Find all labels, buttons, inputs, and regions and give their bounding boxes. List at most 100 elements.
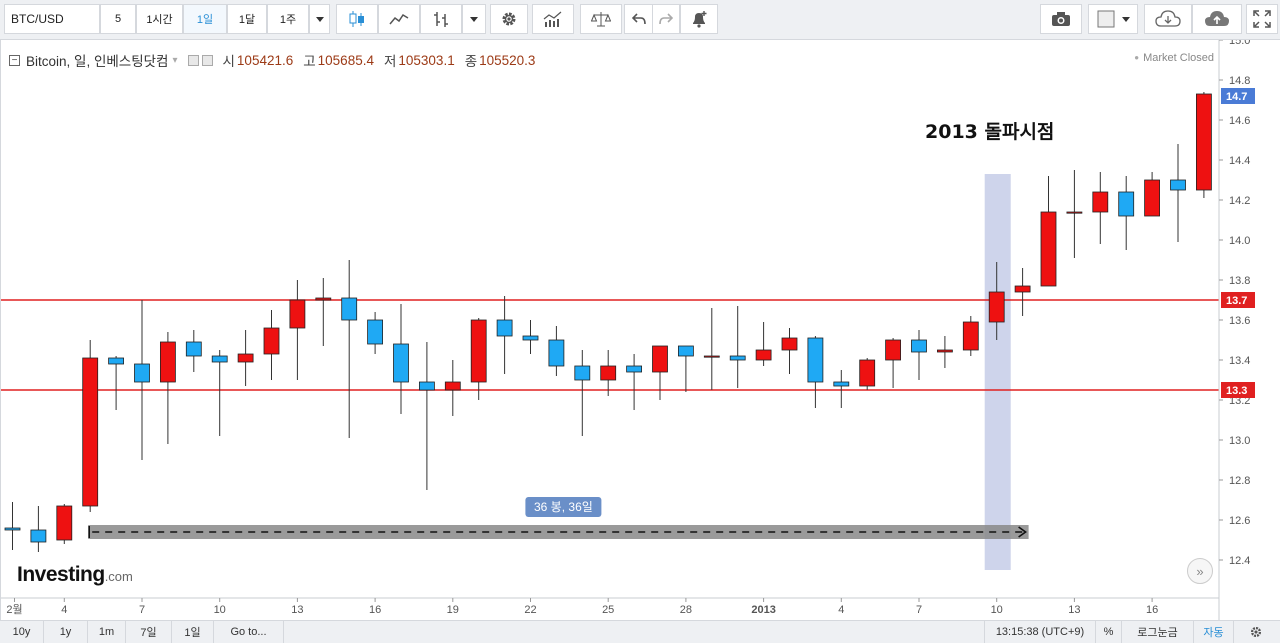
candle-body bbox=[444, 381, 461, 391]
range-7d-button[interactable]: 7일 bbox=[126, 621, 172, 643]
legend-visibility-icon[interactable] bbox=[187, 54, 199, 66]
interval-value: 5 bbox=[114, 13, 122, 25]
candle-body bbox=[1170, 179, 1186, 191]
collapse-legend-icon[interactable]: − bbox=[9, 54, 20, 66]
candle bbox=[289, 280, 306, 380]
candle bbox=[341, 260, 358, 438]
range-1d-button[interactable]: 1일 bbox=[172, 621, 214, 643]
investing-logo: Investing.com bbox=[17, 563, 133, 587]
candle-body bbox=[522, 335, 539, 341]
timeframe-1d-button[interactable]: 1일 bbox=[183, 4, 227, 34]
range-1y-button[interactable]: 1y bbox=[44, 621, 88, 643]
candle bbox=[159, 332, 176, 444]
candlestick-icon bbox=[349, 11, 364, 27]
timeframe-label: 1시간 bbox=[146, 14, 173, 26]
indicators-icon bbox=[543, 11, 562, 27]
candle-body bbox=[885, 339, 901, 361]
clock-display: 13:15:38 (UTC+9) bbox=[984, 621, 1096, 643]
settings-button[interactable] bbox=[490, 4, 528, 34]
candle bbox=[56, 504, 73, 544]
color-square-icon bbox=[1097, 10, 1130, 28]
candle bbox=[237, 330, 254, 386]
candle bbox=[1092, 172, 1109, 244]
candlestick-button[interactable] bbox=[336, 4, 378, 34]
redo-button[interactable] bbox=[652, 4, 680, 34]
level-price-label-0-box bbox=[1221, 292, 1255, 308]
candle-body bbox=[108, 357, 124, 365]
legend-high-value: 105685.4 bbox=[317, 52, 374, 68]
candle bbox=[522, 320, 539, 354]
candle-body bbox=[600, 365, 617, 381]
candle-body bbox=[574, 365, 591, 381]
x-tick-label: 10 bbox=[214, 604, 226, 616]
auto-scale-button[interactable]: 자동 bbox=[1194, 621, 1234, 643]
candle-body bbox=[4, 527, 21, 531]
range-1m-button[interactable]: 1m bbox=[88, 621, 126, 643]
candle bbox=[1118, 176, 1135, 250]
symbol-search-input[interactable] bbox=[4, 4, 100, 34]
candle-body bbox=[729, 355, 746, 361]
candle bbox=[185, 330, 202, 372]
candle bbox=[315, 278, 332, 346]
candlestick-chart[interactable]: 2013 돌파시점 36 봉, 36일 15.0 14.8 14.6 14.4 14.2 14… bbox=[1, 40, 1280, 620]
candle-body bbox=[937, 349, 953, 353]
candle bbox=[1040, 176, 1057, 287]
fullscreen-icon bbox=[1253, 10, 1271, 28]
timeframe-1w-button[interactable]: 1주 bbox=[267, 4, 309, 34]
goto-date-button[interactable]: Go to... bbox=[214, 621, 284, 643]
x-tick-label: 2013 bbox=[751, 604, 775, 616]
y-tick-label: 15.0 bbox=[1229, 40, 1250, 47]
legend-settings-icon[interactable] bbox=[201, 54, 213, 66]
y-tick-label: 14.0 bbox=[1229, 235, 1250, 247]
candle-body bbox=[626, 365, 642, 373]
cloud-load-button[interactable] bbox=[1144, 4, 1192, 34]
fullscreen-button[interactable] bbox=[1246, 4, 1278, 34]
candle-body bbox=[367, 319, 384, 345]
color-picker-button[interactable] bbox=[1088, 4, 1138, 34]
timeframe-1m-button[interactable]: 1달 bbox=[227, 4, 267, 34]
candle bbox=[1170, 144, 1186, 242]
timeframe-label: 1일 bbox=[196, 14, 214, 26]
x-tick-label: 19 bbox=[447, 604, 459, 616]
measure-arrowhead bbox=[1018, 526, 1027, 538]
timeframe-1h-button[interactable]: 1시간 bbox=[136, 4, 183, 34]
legend-close-label: 종 bbox=[464, 54, 478, 69]
candle bbox=[678, 345, 694, 392]
range-10y-button[interactable]: 10y bbox=[0, 621, 44, 643]
cloud-download-icon bbox=[1155, 10, 1181, 27]
percent-scale-button[interactable]: % bbox=[1096, 621, 1122, 643]
legend-open-value: 105421.6 bbox=[236, 52, 294, 68]
x-tick-label: 7 bbox=[139, 604, 145, 616]
undo-button[interactable] bbox=[624, 4, 652, 34]
timeframe-dropdown-button[interactable] bbox=[309, 4, 330, 34]
compare-button[interactable] bbox=[580, 4, 622, 34]
interval-field[interactable]: 5 bbox=[100, 4, 136, 34]
candle bbox=[574, 350, 591, 436]
line-chart-button[interactable] bbox=[378, 4, 420, 34]
y-tick-label: 14.2 bbox=[1229, 195, 1250, 207]
add-alert-button[interactable] bbox=[680, 4, 718, 34]
chart-area[interactable]: 2013 돌파시점 36 봉, 36일 15.0 14.8 14.6 14.4 14.2 14… bbox=[0, 40, 1280, 620]
chart-type-dropdown-button[interactable] bbox=[462, 4, 486, 34]
candle-body bbox=[833, 381, 850, 387]
bar-chart-button[interactable] bbox=[420, 4, 462, 34]
cloud-save-button[interactable] bbox=[1192, 4, 1242, 34]
top-toolbar: 5 1시간 1일 1달 1주 bbox=[0, 0, 1280, 40]
candle bbox=[134, 300, 150, 460]
legend-dropdown-icon[interactable]: ▾ bbox=[172, 54, 178, 66]
candle-body bbox=[185, 341, 202, 357]
scroll-to-latest-button[interactable]: » bbox=[1187, 558, 1213, 584]
indicators-button[interactable] bbox=[532, 4, 574, 34]
candle-body bbox=[470, 319, 487, 383]
chevron-down-icon bbox=[315, 16, 324, 22]
x-tick-label: 28 bbox=[680, 604, 692, 616]
x-tick-label: 13 bbox=[1068, 604, 1080, 616]
range-label: 1y bbox=[59, 626, 72, 638]
bottom-settings-button[interactable] bbox=[1234, 621, 1278, 643]
cloud-upload-icon bbox=[1205, 11, 1229, 26]
candle bbox=[1014, 268, 1031, 316]
log-scale-button[interactable]: 로그눈금 bbox=[1122, 621, 1194, 643]
candle-body bbox=[1196, 93, 1212, 191]
snapshot-button[interactable] bbox=[1040, 4, 1082, 34]
candle-body bbox=[159, 341, 176, 383]
